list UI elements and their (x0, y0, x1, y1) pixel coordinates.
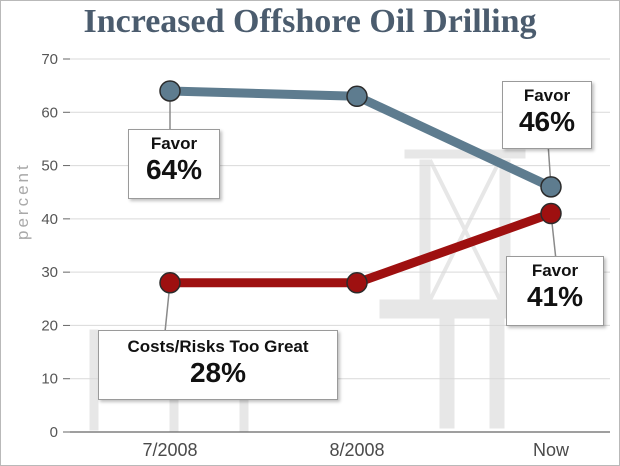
data-point (346, 272, 368, 294)
chart-title: Increased Offshore Oil Drilling (83, 3, 537, 40)
callout-label: Favor (531, 261, 579, 280)
x-tick-label: Now (533, 440, 570, 460)
y-axis-ticks: 0 10 20 30 40 50 60 70 (41, 51, 70, 441)
series-favor-upper (159, 80, 562, 198)
callout-label: Costs/Risks Too Great (127, 337, 309, 356)
callout-favor-64: Favor 64% (128, 129, 220, 199)
series-layer (159, 80, 562, 294)
y-tick-label: 20 (41, 317, 58, 334)
callout-label: Favor (150, 134, 198, 153)
y-tick-label: 50 (41, 158, 58, 175)
callout-label: Favor (523, 86, 571, 105)
callout-value: 41% (526, 281, 584, 312)
callout-value: 64% (145, 154, 203, 185)
data-point (540, 176, 562, 198)
y-tick-label: 30 (41, 264, 58, 281)
data-point (346, 85, 368, 108)
data-point (159, 272, 181, 294)
data-point (159, 80, 181, 102)
x-tick-label: 7/2008 (142, 440, 197, 460)
x-axis: 7/2008 8/2008 Now (70, 431, 610, 460)
y-tick-label: 10 (41, 371, 58, 388)
callout-value: 46% (518, 106, 576, 137)
y-tick-label: 0 (50, 424, 58, 441)
series-lower (159, 202, 562, 294)
callout-costs-risks-28: Costs/Risks Too Great 28% (98, 330, 338, 400)
x-tick-label: 8/2008 (329, 440, 384, 460)
y-tick-label: 70 (41, 51, 58, 68)
callout-value: 28% (189, 357, 247, 388)
y-tick-label: 60 (41, 104, 58, 121)
callout-favor-46: Favor 46% (502, 81, 592, 149)
y-tick-label: 40 (41, 211, 58, 228)
callout-favor-41: Favor 41% (506, 256, 604, 326)
data-point (540, 202, 562, 225)
